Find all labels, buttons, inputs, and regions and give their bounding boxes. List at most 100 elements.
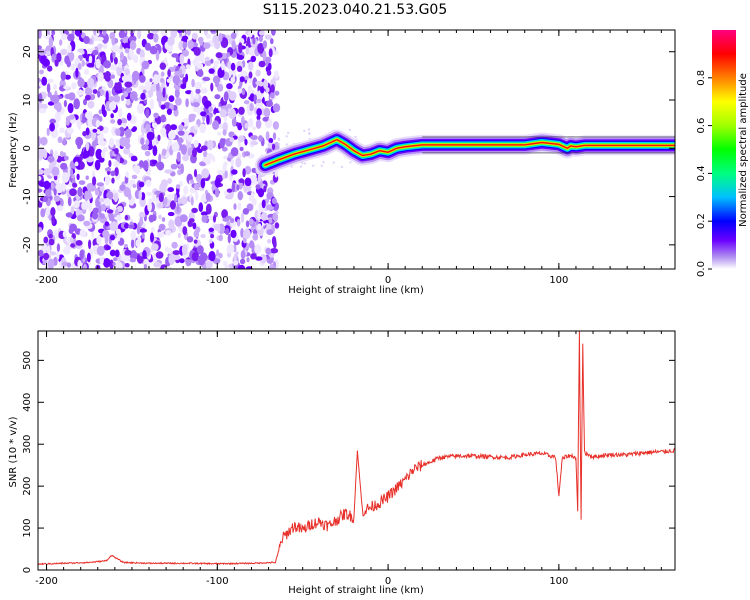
noise-blob [110,170,116,177]
bottom-axis-ticks: -200 -100 0 100 0 100 200 300 400 500 [22,331,675,587]
noise-blob [200,178,206,189]
noise-blob [69,223,77,232]
noise-blob [150,30,159,34]
noise-blob [166,108,172,115]
noise-speck [349,161,352,164]
noise-blob [40,243,48,253]
noise-blob [249,102,254,112]
noise-blob [243,228,251,239]
noise-blob [124,68,131,76]
noise-blob [170,171,176,177]
noise-blob [103,197,111,207]
noise-blob [212,214,217,223]
noise-blob [60,162,68,170]
noise-blob [212,120,220,130]
noise-blob [270,248,279,254]
noise-blob [38,108,47,114]
signal-ridge [255,129,675,176]
noise-blob [200,211,208,216]
noise-blob [124,249,132,256]
noise-blob [250,135,258,140]
colorbar-tick-label: 0.4 [696,165,707,181]
noise-blob [253,94,258,105]
noise-blob [265,131,270,141]
noise-speck [322,160,325,164]
noise-blob [224,170,228,179]
noise-blob [196,62,204,69]
noise-blob [257,173,262,184]
noise-blob [124,222,129,229]
noise-blob [138,190,142,201]
noise-blob [98,206,102,216]
noise-blob [96,134,104,145]
noise-blob [191,78,195,88]
noise-blob [47,78,54,84]
noise-blob [70,168,74,177]
noise-blob [38,81,43,87]
noise-blob [115,228,121,235]
noise-blob [227,233,231,244]
noise-blob [251,198,257,206]
noise-blob [38,249,44,257]
noise-blob [230,229,237,239]
noise-blob [92,176,97,186]
noise-blob [231,182,236,193]
noise-blob [195,226,201,233]
noise-blob [218,123,224,129]
noise-blob [203,42,211,49]
noise-blob [119,52,124,61]
noise-blob [224,228,230,235]
noise-blob [186,236,194,243]
noise-blob [268,263,275,269]
noise-blob [77,122,81,131]
bottom-axes-frame [37,330,676,571]
noise-blob [236,218,241,227]
noise-blob [263,185,267,193]
noise-blob [129,258,136,263]
noise-blob [67,44,72,53]
noise-blob [195,190,199,201]
noise-blob [82,263,88,269]
noise-blob [156,81,160,92]
noise-blob [182,41,188,49]
noise-blob [79,153,83,162]
noise-blob [66,127,74,134]
noise-blob [108,96,115,102]
noise-blob [48,233,53,239]
noise-blob [111,177,115,184]
noise-blob [175,55,179,63]
noise-blob [116,214,122,222]
noise-blob [201,168,210,179]
noise-blob [118,30,126,39]
noise-blob [40,136,48,146]
noise-blob [83,36,90,44]
noise-blob [109,234,116,241]
noise-blob [244,151,251,157]
noise-blob [193,183,199,191]
noise-blob [161,217,166,222]
noise-blob [167,69,171,78]
noise-blob [132,184,137,188]
noise-blob [79,161,84,170]
noise-blob [144,80,151,92]
noise-blob [91,132,96,141]
noise-speck [299,165,303,168]
noise-speck [277,142,281,146]
noise-blob [219,138,225,149]
noise-blob [68,92,76,101]
noise-blob [271,143,276,150]
noise-blob [50,207,56,217]
noise-blob [86,63,95,68]
noise-blob [247,85,252,94]
noise-blob [142,160,149,171]
noise-blob [61,172,70,183]
noise-blob [130,54,139,61]
noise-blob [244,75,249,80]
noise-blob [141,60,150,70]
noise-blob [225,194,233,200]
noise-blob [217,131,222,136]
noise-blob [197,36,204,43]
noise-blob [240,212,245,223]
noise-blob [187,147,193,157]
